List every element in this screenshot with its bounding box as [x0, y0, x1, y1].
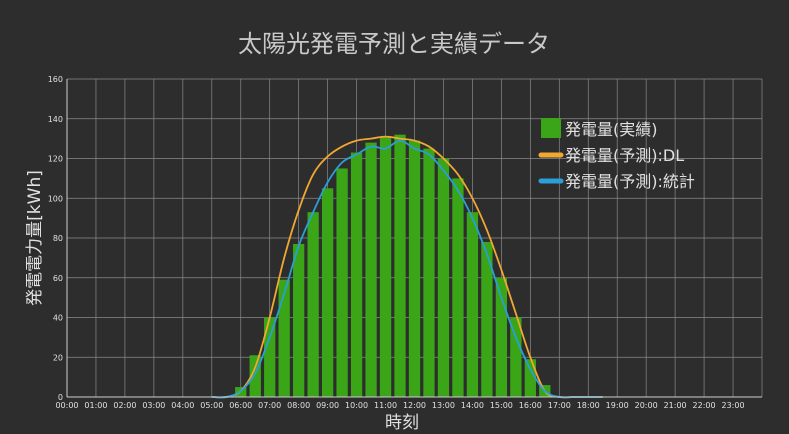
legend-label: 発電量(予測):統計: [565, 172, 695, 191]
bar: [249, 355, 261, 397]
series-line-dl: [211, 135, 603, 399]
x-tick-label: 18:00: [577, 401, 600, 410]
legend-label: 発電量(予測):DL: [565, 146, 684, 165]
x-tick-label: 03:00: [142, 401, 165, 410]
bar: [394, 134, 406, 397]
y-tick-label: 140: [48, 115, 63, 124]
x-axis-label: 時刻: [385, 413, 419, 433]
x-tick-label: 21:00: [664, 401, 687, 410]
x-tick-label: 14:00: [461, 401, 484, 410]
x-tick-label: 01:00: [84, 401, 107, 410]
bar: [307, 212, 319, 397]
bar: [423, 148, 435, 397]
legend-label: 発電量(実績): [565, 120, 658, 139]
bar: [437, 158, 450, 397]
bar: [336, 168, 348, 397]
x-tick-label: 17:00: [548, 401, 571, 410]
y-tick-label: 100: [48, 194, 63, 203]
legend-swatch-actual: [541, 118, 561, 138]
bar: [321, 188, 334, 397]
tick-labels: 0 20 40 60 80 100 120 140 160 00:00 01:00 02:00 03:0…: [48, 75, 745, 410]
x-tick-label: 22:00: [693, 401, 716, 410]
x-tick-label: 04:00: [171, 401, 194, 410]
series-line-statistical: [211, 139, 603, 399]
x-tick-label: 20:00: [635, 401, 658, 410]
y-tick-label: 60: [53, 274, 63, 283]
x-tick-label: 05:00: [200, 401, 223, 410]
x-tick-label: 12:00: [403, 401, 426, 410]
line-series: [211, 135, 603, 399]
x-tick-label: 09:00: [316, 401, 339, 410]
x-tick-label: 11:00: [374, 401, 397, 410]
bar: [495, 277, 508, 397]
y-tick-label: 160: [48, 75, 63, 84]
legend: 発電量(実績) 発電量(予測):DL 発電量(予測):統計: [538, 118, 695, 191]
x-tick-label: 07:00: [258, 401, 281, 410]
y-tick-label: 20: [53, 353, 63, 362]
y-tick-label: 0: [58, 393, 63, 402]
bar: [293, 243, 305, 397]
bar: [278, 279, 290, 397]
bar: [466, 212, 479, 397]
x-tick-label: 08:00: [287, 401, 310, 410]
x-tick-label: 13:00: [432, 401, 455, 410]
x-tick-label: 10:00: [345, 401, 368, 410]
x-tick-label: 19:00: [606, 401, 629, 410]
bar-series: [235, 134, 551, 398]
bar: [350, 152, 363, 397]
bar: [510, 317, 522, 397]
x-tick-label: 16:00: [519, 401, 542, 410]
y-axis-label: 発電電力量[kWh]: [25, 170, 45, 306]
x-tick-label: 15:00: [490, 401, 513, 410]
bar: [481, 241, 493, 397]
y-tick-label: 40: [53, 314, 63, 323]
bar: [452, 178, 464, 397]
bar: [524, 359, 536, 397]
bar: [365, 142, 377, 397]
x-tick-label: 02:00: [113, 401, 136, 410]
y-tick-label: 120: [48, 155, 63, 164]
x-tick-label: 06:00: [229, 401, 252, 410]
axes: [66, 79, 762, 398]
y-tick-label: 80: [53, 234, 63, 243]
x-tick-label: 00:00: [55, 401, 78, 410]
bar: [379, 136, 392, 397]
x-tick-label: 23:00: [722, 401, 745, 410]
bar: [408, 140, 421, 398]
chart-title: 太陽光発電予測と実績データ: [238, 30, 550, 58]
bar: [264, 317, 276, 397]
